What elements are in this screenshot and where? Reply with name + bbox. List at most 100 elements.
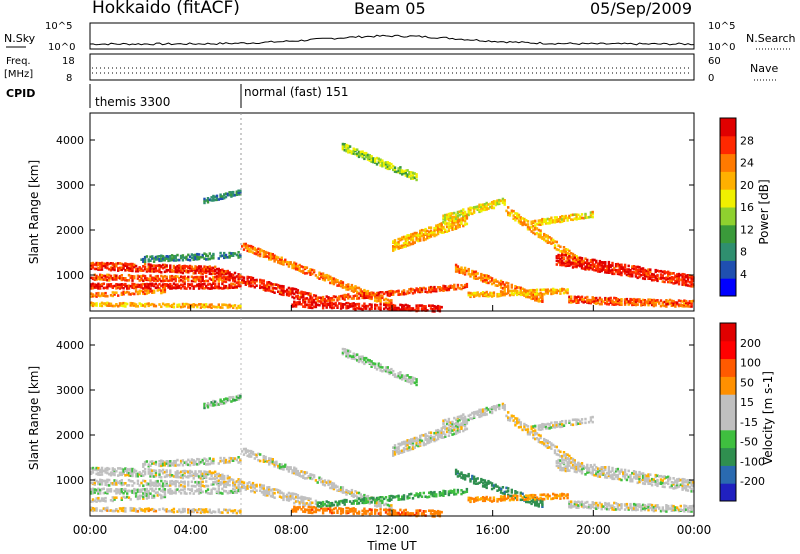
colorbar-tick-label: 4: [740, 268, 747, 281]
power-cell: [172, 256, 176, 260]
velocity-cell: [401, 441, 404, 444]
power-cell: [463, 212, 467, 216]
power-cell: [357, 305, 361, 309]
power-cell: [90, 267, 93, 270]
power-cell: [584, 265, 587, 269]
power-cell: [131, 276, 134, 280]
velocity-cell: [158, 482, 161, 486]
velocity-cell: [451, 490, 454, 493]
power-cell: [402, 242, 406, 245]
velocity-cell: [419, 443, 422, 446]
velocity-cell: [158, 508, 161, 511]
power-cell: [402, 235, 406, 239]
power-cell: [214, 198, 217, 202]
velocity-cell: [181, 488, 185, 492]
velocity-cell: [233, 509, 237, 512]
power-cell: [118, 283, 122, 286]
velocity-cell: [356, 499, 359, 503]
power-cell: [237, 283, 240, 287]
power-cell: [667, 302, 670, 306]
power-cell: [120, 278, 123, 282]
power-cell: [436, 228, 440, 231]
velocity-cell: [196, 480, 199, 484]
power-cell: [108, 276, 111, 280]
power-cell: [224, 272, 228, 276]
power-cell: [350, 286, 354, 290]
power-cell: [650, 303, 654, 307]
power-cell: [514, 291, 517, 295]
velocity-cell: [278, 464, 282, 468]
velocity-cell: [217, 483, 220, 486]
velocity-cell: [406, 495, 409, 498]
power-cell: [428, 230, 431, 234]
power-cell: [172, 266, 176, 270]
power-cell: [169, 257, 172, 260]
power-cell: [277, 259, 280, 263]
velocity-cell: [210, 459, 213, 463]
velocity-cell: [147, 489, 150, 493]
power-cell: [93, 276, 96, 280]
power-cell: [422, 307, 425, 310]
velocity-cell: [408, 439, 411, 442]
power-cell: [133, 282, 136, 286]
power-cell: [559, 260, 562, 263]
velocity-cell: [379, 508, 382, 511]
power-cell: [194, 267, 197, 270]
velocity-cell: [429, 438, 433, 441]
power-cell: [95, 274, 98, 278]
power-cell: [142, 269, 145, 272]
power-cell: [208, 272, 211, 275]
power-cell: [357, 297, 361, 300]
velocity-cell: [142, 497, 145, 500]
power-cell: [120, 283, 123, 286]
power-cell: [634, 269, 638, 273]
power-cell: [332, 295, 336, 298]
velocity-cell: [429, 490, 433, 494]
power-cell: [587, 215, 591, 219]
velocity-cell: [285, 465, 289, 469]
power-cell: [219, 270, 222, 274]
velocity-cell: [361, 513, 364, 516]
velocity-cell: [145, 507, 149, 511]
power-cell: [514, 212, 517, 215]
power-cell: [575, 260, 578, 263]
beam-title: Beam 05: [354, 0, 426, 18]
power-cell: [250, 284, 253, 288]
power-cell: [410, 287, 413, 291]
velocity-cell: [129, 489, 132, 493]
power-cell: [384, 164, 388, 168]
velocity-cell: [237, 483, 240, 487]
power-cell: [235, 275, 238, 278]
velocity-cell: [235, 458, 238, 462]
power-cell: [179, 283, 183, 287]
velocity-cell: [320, 501, 323, 505]
velocity-cell: [481, 413, 485, 417]
power-cell: [196, 283, 199, 287]
velocity-cell: [172, 464, 176, 467]
power-cell: [589, 214, 593, 217]
power-cell: [91, 282, 95, 286]
velocity-cell: [201, 508, 204, 512]
power-cell: [591, 210, 594, 214]
power-cell: [102, 294, 105, 297]
power-cell: [435, 288, 438, 291]
power-cell: [165, 279, 168, 282]
power-cell: [341, 142, 345, 146]
power-cell: [246, 247, 249, 250]
velocity-cell: [341, 508, 345, 511]
velocity-cell: [408, 496, 411, 500]
power-cell: [97, 263, 100, 266]
power-cell: [291, 289, 294, 293]
velocity-cell: [431, 436, 434, 439]
power-cell: [169, 282, 172, 286]
power-cell: [593, 263, 596, 266]
power-cell: [519, 220, 522, 224]
power-cell: [106, 304, 109, 307]
power-cell: [510, 291, 513, 295]
power-cell: [363, 305, 366, 308]
power-cell: [402, 304, 406, 307]
power-cell: [539, 229, 542, 232]
power-cell: [321, 297, 325, 301]
power-cell: [330, 304, 334, 307]
power-cell: [196, 258, 199, 261]
